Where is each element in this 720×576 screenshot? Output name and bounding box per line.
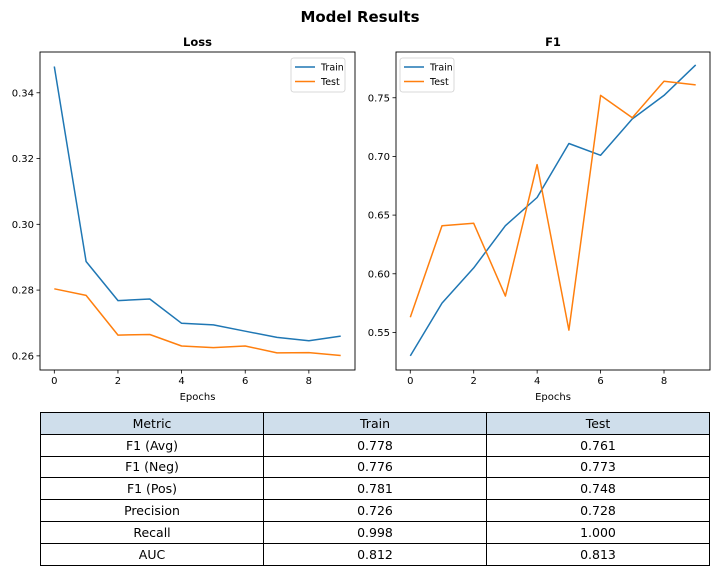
- table-row: F1 (Avg) 0.778 0.761: [40, 433, 710, 457]
- chart-2-x-tick-label: 2: [471, 376, 477, 387]
- charts-canvas: Loss 0 2 4 6 8 0.26 0.28 0.30 0.32 0.34 Epochs Train…: [12, 35, 711, 403]
- chart-2-legend-label-train: Train: [429, 63, 453, 74]
- train-value: 0.776: [263, 455, 487, 479]
- train-value: 0.778: [263, 433, 487, 457]
- train-value: 0.726: [263, 499, 487, 522]
- chart-1-y-tick-label: 0.30: [12, 220, 34, 231]
- test-value: 0.761: [486, 433, 710, 457]
- table-row: AUC 0.812 0.813: [40, 542, 710, 566]
- chart-1-series-line-test: [54, 288, 341, 357]
- table-header-row: Metric Train Test: [40, 412, 710, 435]
- metric-name: AUC: [40, 542, 264, 566]
- chart-2-series-line-train: [409, 64, 697, 357]
- header-metric: Metric: [40, 412, 264, 435]
- chart-1-x-tick-label: 6: [242, 376, 248, 387]
- chart-2-title: F1: [545, 35, 561, 49]
- test-value: 0.773: [486, 455, 710, 479]
- chart-1-title: Loss: [183, 35, 212, 49]
- chart-2-x-tick-label: 6: [597, 376, 603, 387]
- chart-1-x-tick-label: 0: [51, 376, 57, 387]
- figure-title: Model Results: [300, 8, 420, 26]
- chart-1-x-tick-label: 2: [115, 376, 121, 387]
- chart-2-plot-frame: [395, 51, 711, 371]
- chart-2-y-tick-label: 0.55: [368, 328, 390, 339]
- table-row: F1 (Neg) 0.776 0.773: [40, 455, 710, 479]
- header-test: Test: [486, 412, 710, 435]
- train-value: 0.998: [263, 520, 487, 544]
- train-value: 0.812: [263, 542, 487, 566]
- chart-2-y-tick-label: 0.75: [368, 93, 390, 104]
- chart-2-x-tick-label: 8: [661, 376, 667, 387]
- chart-1-plot-frame: [39, 51, 356, 371]
- chart-1-y-tick-label: 0.32: [12, 154, 34, 165]
- chart-1-legend-label-test: Test: [320, 77, 340, 88]
- chart-2-x-tick-label: 4: [534, 376, 540, 387]
- test-value: 0.728: [486, 499, 710, 522]
- metric-name: F1 (Pos): [40, 477, 264, 501]
- table-row: Recall 0.998 1.000: [40, 520, 710, 544]
- chart-2-y-tick-label: 0.65: [368, 211, 390, 222]
- metrics-table: Metric Train Test F1 (Avg) 0.778 0.761 F…: [40, 412, 710, 566]
- metric-name: Recall: [40, 520, 264, 544]
- metric-name: Precision: [40, 499, 264, 522]
- chart-1-x-tick-label: 4: [178, 376, 184, 387]
- test-value: 0.748: [486, 477, 710, 501]
- chart-1-y-tick-label: 0.26: [12, 351, 34, 362]
- test-value: 1.000: [486, 520, 710, 544]
- table-row: Precision 0.726 0.728: [40, 499, 710, 522]
- chart-1-legend-label-train: Train: [320, 63, 344, 74]
- chart-1-y-tick-label: 0.34: [12, 88, 34, 99]
- metric-name: F1 (Neg): [40, 455, 264, 479]
- train-value: 0.781: [263, 477, 487, 501]
- chart-1-series-line-train: [53, 66, 341, 342]
- test-value: 0.813: [486, 542, 710, 566]
- chart-2-y-tick-label: 0.70: [368, 152, 390, 163]
- chart-1-y-tick-label: 0.28: [12, 286, 34, 297]
- metric-name: F1 (Avg): [40, 433, 264, 457]
- chart-2-x-axis-label: Epochs: [535, 392, 571, 403]
- chart-2-series-line-test: [409, 80, 696, 331]
- chart-2-x-tick-label: 0: [407, 376, 413, 387]
- header-train: Train: [263, 412, 487, 435]
- chart-1-x-axis-label: Epochs: [180, 392, 216, 403]
- chart-1-x-tick-label: 8: [306, 376, 312, 387]
- chart-2-y-tick-label: 0.60: [368, 269, 390, 280]
- chart-2-legend-label-test: Test: [429, 77, 449, 88]
- table-row: F1 (Pos) 0.781 0.748: [40, 477, 710, 501]
